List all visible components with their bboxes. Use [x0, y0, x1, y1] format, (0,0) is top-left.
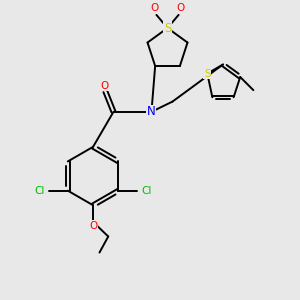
Text: S: S — [204, 69, 211, 79]
Text: S: S — [164, 22, 171, 34]
Text: O: O — [176, 3, 184, 14]
Text: O: O — [151, 3, 159, 14]
Text: Cl: Cl — [35, 186, 45, 196]
Text: O: O — [89, 221, 97, 231]
Text: N: N — [147, 105, 156, 118]
Text: Cl: Cl — [141, 186, 151, 196]
Text: O: O — [100, 80, 109, 91]
